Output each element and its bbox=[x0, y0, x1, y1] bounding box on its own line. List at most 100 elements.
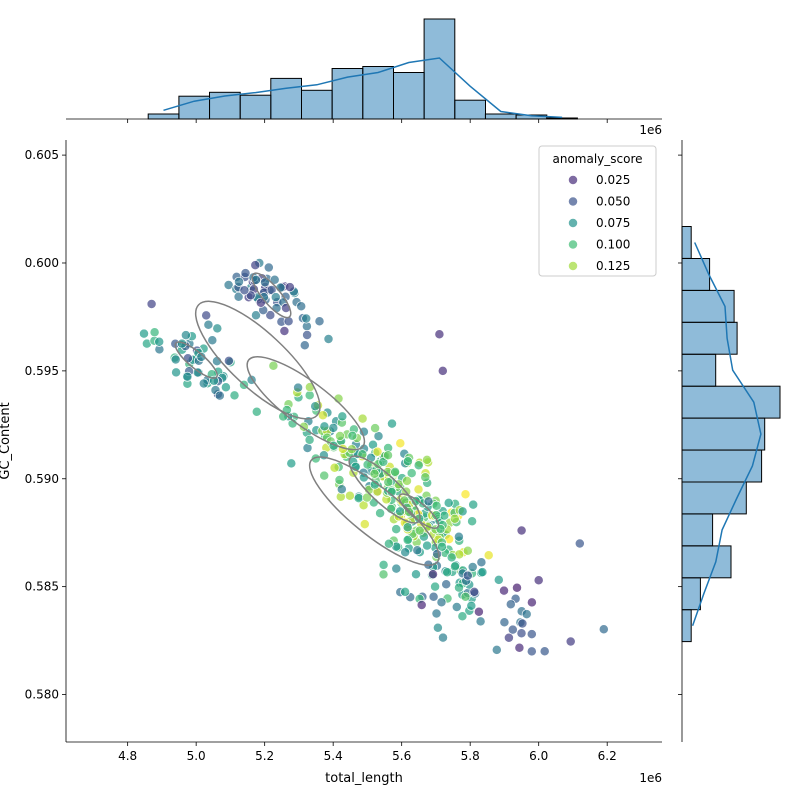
scatter-point bbox=[268, 360, 279, 371]
y-tick-label: 0.580 bbox=[25, 688, 59, 702]
scatter-point bbox=[420, 472, 431, 483]
scatter-point bbox=[503, 632, 514, 643]
scatter-point bbox=[431, 500, 442, 511]
legend-label: 0.125 bbox=[596, 259, 630, 273]
kde-contour bbox=[251, 272, 292, 319]
scatter-point bbox=[369, 468, 380, 479]
top-hist-bar bbox=[484, 113, 517, 120]
scatter-point bbox=[387, 418, 397, 429]
scatter-point bbox=[391, 524, 402, 535]
scatter-point bbox=[435, 524, 446, 534]
scatter-point bbox=[284, 282, 295, 293]
scatter-point bbox=[432, 622, 443, 633]
kde-contour bbox=[174, 341, 218, 379]
right-hist-bar bbox=[681, 609, 692, 643]
scatter-point bbox=[521, 609, 532, 620]
legend-label: 0.050 bbox=[596, 195, 630, 209]
right-hist-bar bbox=[681, 226, 692, 259]
legend-marker bbox=[568, 261, 578, 271]
legend-title: anomaly_score bbox=[552, 152, 642, 166]
legend-marker bbox=[568, 175, 578, 185]
scatter-point bbox=[263, 262, 274, 273]
top-hist-bar bbox=[454, 99, 486, 120]
scatter-point bbox=[423, 496, 434, 507]
scatter-point bbox=[198, 378, 209, 389]
scatter-point bbox=[402, 535, 413, 545]
scatter-point bbox=[450, 561, 460, 572]
scatter-point bbox=[505, 599, 516, 610]
scatter-point bbox=[233, 291, 244, 302]
scatter-point bbox=[413, 460, 424, 471]
scatter-point bbox=[375, 508, 386, 519]
top-hist-bar bbox=[301, 89, 333, 120]
scatter-point bbox=[493, 574, 504, 585]
legend-label: 0.100 bbox=[596, 238, 630, 252]
scatter-point bbox=[334, 475, 345, 485]
scatter-point bbox=[383, 538, 394, 549]
scatter-point bbox=[196, 351, 207, 362]
right-hist-bar bbox=[681, 577, 701, 611]
scatter-point bbox=[229, 390, 240, 401]
scatter-point bbox=[466, 600, 477, 611]
y-tick-label: 0.590 bbox=[25, 472, 59, 486]
scatter-point bbox=[517, 618, 528, 629]
scatter-point bbox=[428, 569, 438, 580]
scatter-point bbox=[383, 450, 393, 461]
scatter-point bbox=[220, 382, 231, 393]
scatter-point bbox=[265, 310, 276, 321]
scatter-point bbox=[467, 516, 478, 527]
scatter-point bbox=[414, 525, 425, 536]
scatter-point bbox=[395, 438, 406, 449]
right-hist-bar bbox=[681, 449, 763, 483]
scatter-point bbox=[359, 519, 370, 530]
scatter-point bbox=[304, 434, 315, 445]
scatter-point bbox=[279, 326, 290, 336]
scatter-point bbox=[430, 581, 441, 592]
scatter-point bbox=[443, 497, 454, 508]
scatter-point bbox=[335, 431, 345, 441]
right-hist-bar bbox=[681, 353, 717, 387]
scatter-point bbox=[146, 299, 157, 309]
scatter-point bbox=[499, 617, 510, 628]
scatter-point bbox=[336, 484, 347, 495]
scatter-point bbox=[446, 552, 457, 563]
scatter-point bbox=[286, 458, 297, 469]
scatter-point bbox=[431, 608, 442, 619]
legend-label: 0.075 bbox=[596, 216, 630, 230]
scatter-point bbox=[402, 456, 413, 467]
top-hist-bar bbox=[147, 113, 180, 120]
scatter-point bbox=[462, 570, 473, 581]
scatter-point bbox=[436, 597, 447, 608]
scatter-point bbox=[250, 260, 261, 271]
scatter-point bbox=[473, 606, 484, 617]
scatter-point bbox=[293, 382, 304, 393]
scatter-point bbox=[319, 421, 330, 432]
scatter-point bbox=[395, 506, 406, 517]
scatter-point bbox=[328, 422, 339, 433]
scatter-point bbox=[416, 600, 427, 610]
scatter-point bbox=[475, 616, 486, 627]
scatter-point bbox=[323, 334, 334, 344]
scatter-point bbox=[317, 410, 328, 421]
scatter-point bbox=[207, 335, 218, 346]
scatter-point bbox=[483, 550, 494, 561]
scatter-point bbox=[412, 545, 423, 556]
scatter-point bbox=[357, 413, 368, 424]
scatter-point bbox=[212, 323, 223, 334]
scatter-point bbox=[449, 513, 460, 524]
scatter-point bbox=[441, 579, 452, 590]
scatter-point bbox=[451, 602, 462, 612]
scatter-point bbox=[422, 454, 432, 465]
scatter-point bbox=[533, 575, 544, 586]
scatter-point bbox=[251, 406, 262, 417]
scatter-point bbox=[516, 525, 527, 536]
scatter-point bbox=[512, 582, 522, 593]
top-kde-curve bbox=[163, 57, 563, 119]
y-tick-label: 0.605 bbox=[25, 148, 59, 162]
right-hist-bar bbox=[681, 321, 738, 355]
x-tick-label: 5.6 bbox=[392, 749, 411, 763]
right-hist-bar bbox=[681, 417, 766, 451]
scatter-point bbox=[234, 276, 244, 287]
x-tick-label: 5.4 bbox=[324, 749, 343, 763]
